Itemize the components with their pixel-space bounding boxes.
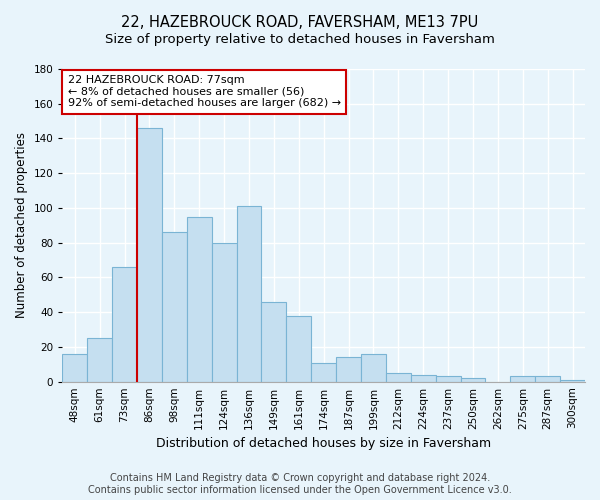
Bar [386, 373, 411, 382]
Bar [137, 128, 162, 382]
Text: 22, HAZEBROUCK ROAD, FAVERSHAM, ME13 7PU: 22, HAZEBROUCK ROAD, FAVERSHAM, ME13 7PU [121, 15, 479, 30]
Bar [336, 358, 361, 382]
Bar [535, 376, 560, 382]
Bar [411, 374, 436, 382]
Bar [436, 376, 461, 382]
Y-axis label: Number of detached properties: Number of detached properties [15, 132, 28, 318]
Text: Contains HM Land Registry data © Crown copyright and database right 2024.
Contai: Contains HM Land Registry data © Crown c… [88, 474, 512, 495]
Bar [62, 354, 87, 382]
X-axis label: Distribution of detached houses by size in Faversham: Distribution of detached houses by size … [156, 437, 491, 450]
Bar [461, 378, 485, 382]
Text: Size of property relative to detached houses in Faversham: Size of property relative to detached ho… [105, 32, 495, 46]
Bar [187, 216, 212, 382]
Bar [87, 338, 112, 382]
Bar [311, 362, 336, 382]
Bar [361, 354, 386, 382]
Bar [162, 232, 187, 382]
Bar [236, 206, 262, 382]
Bar [560, 380, 585, 382]
Bar [262, 302, 286, 382]
Bar [212, 242, 236, 382]
Text: 22 HAZEBROUCK ROAD: 77sqm
← 8% of detached houses are smaller (56)
92% of semi-d: 22 HAZEBROUCK ROAD: 77sqm ← 8% of detach… [68, 76, 341, 108]
Bar [286, 316, 311, 382]
Bar [112, 267, 137, 382]
Bar [511, 376, 535, 382]
